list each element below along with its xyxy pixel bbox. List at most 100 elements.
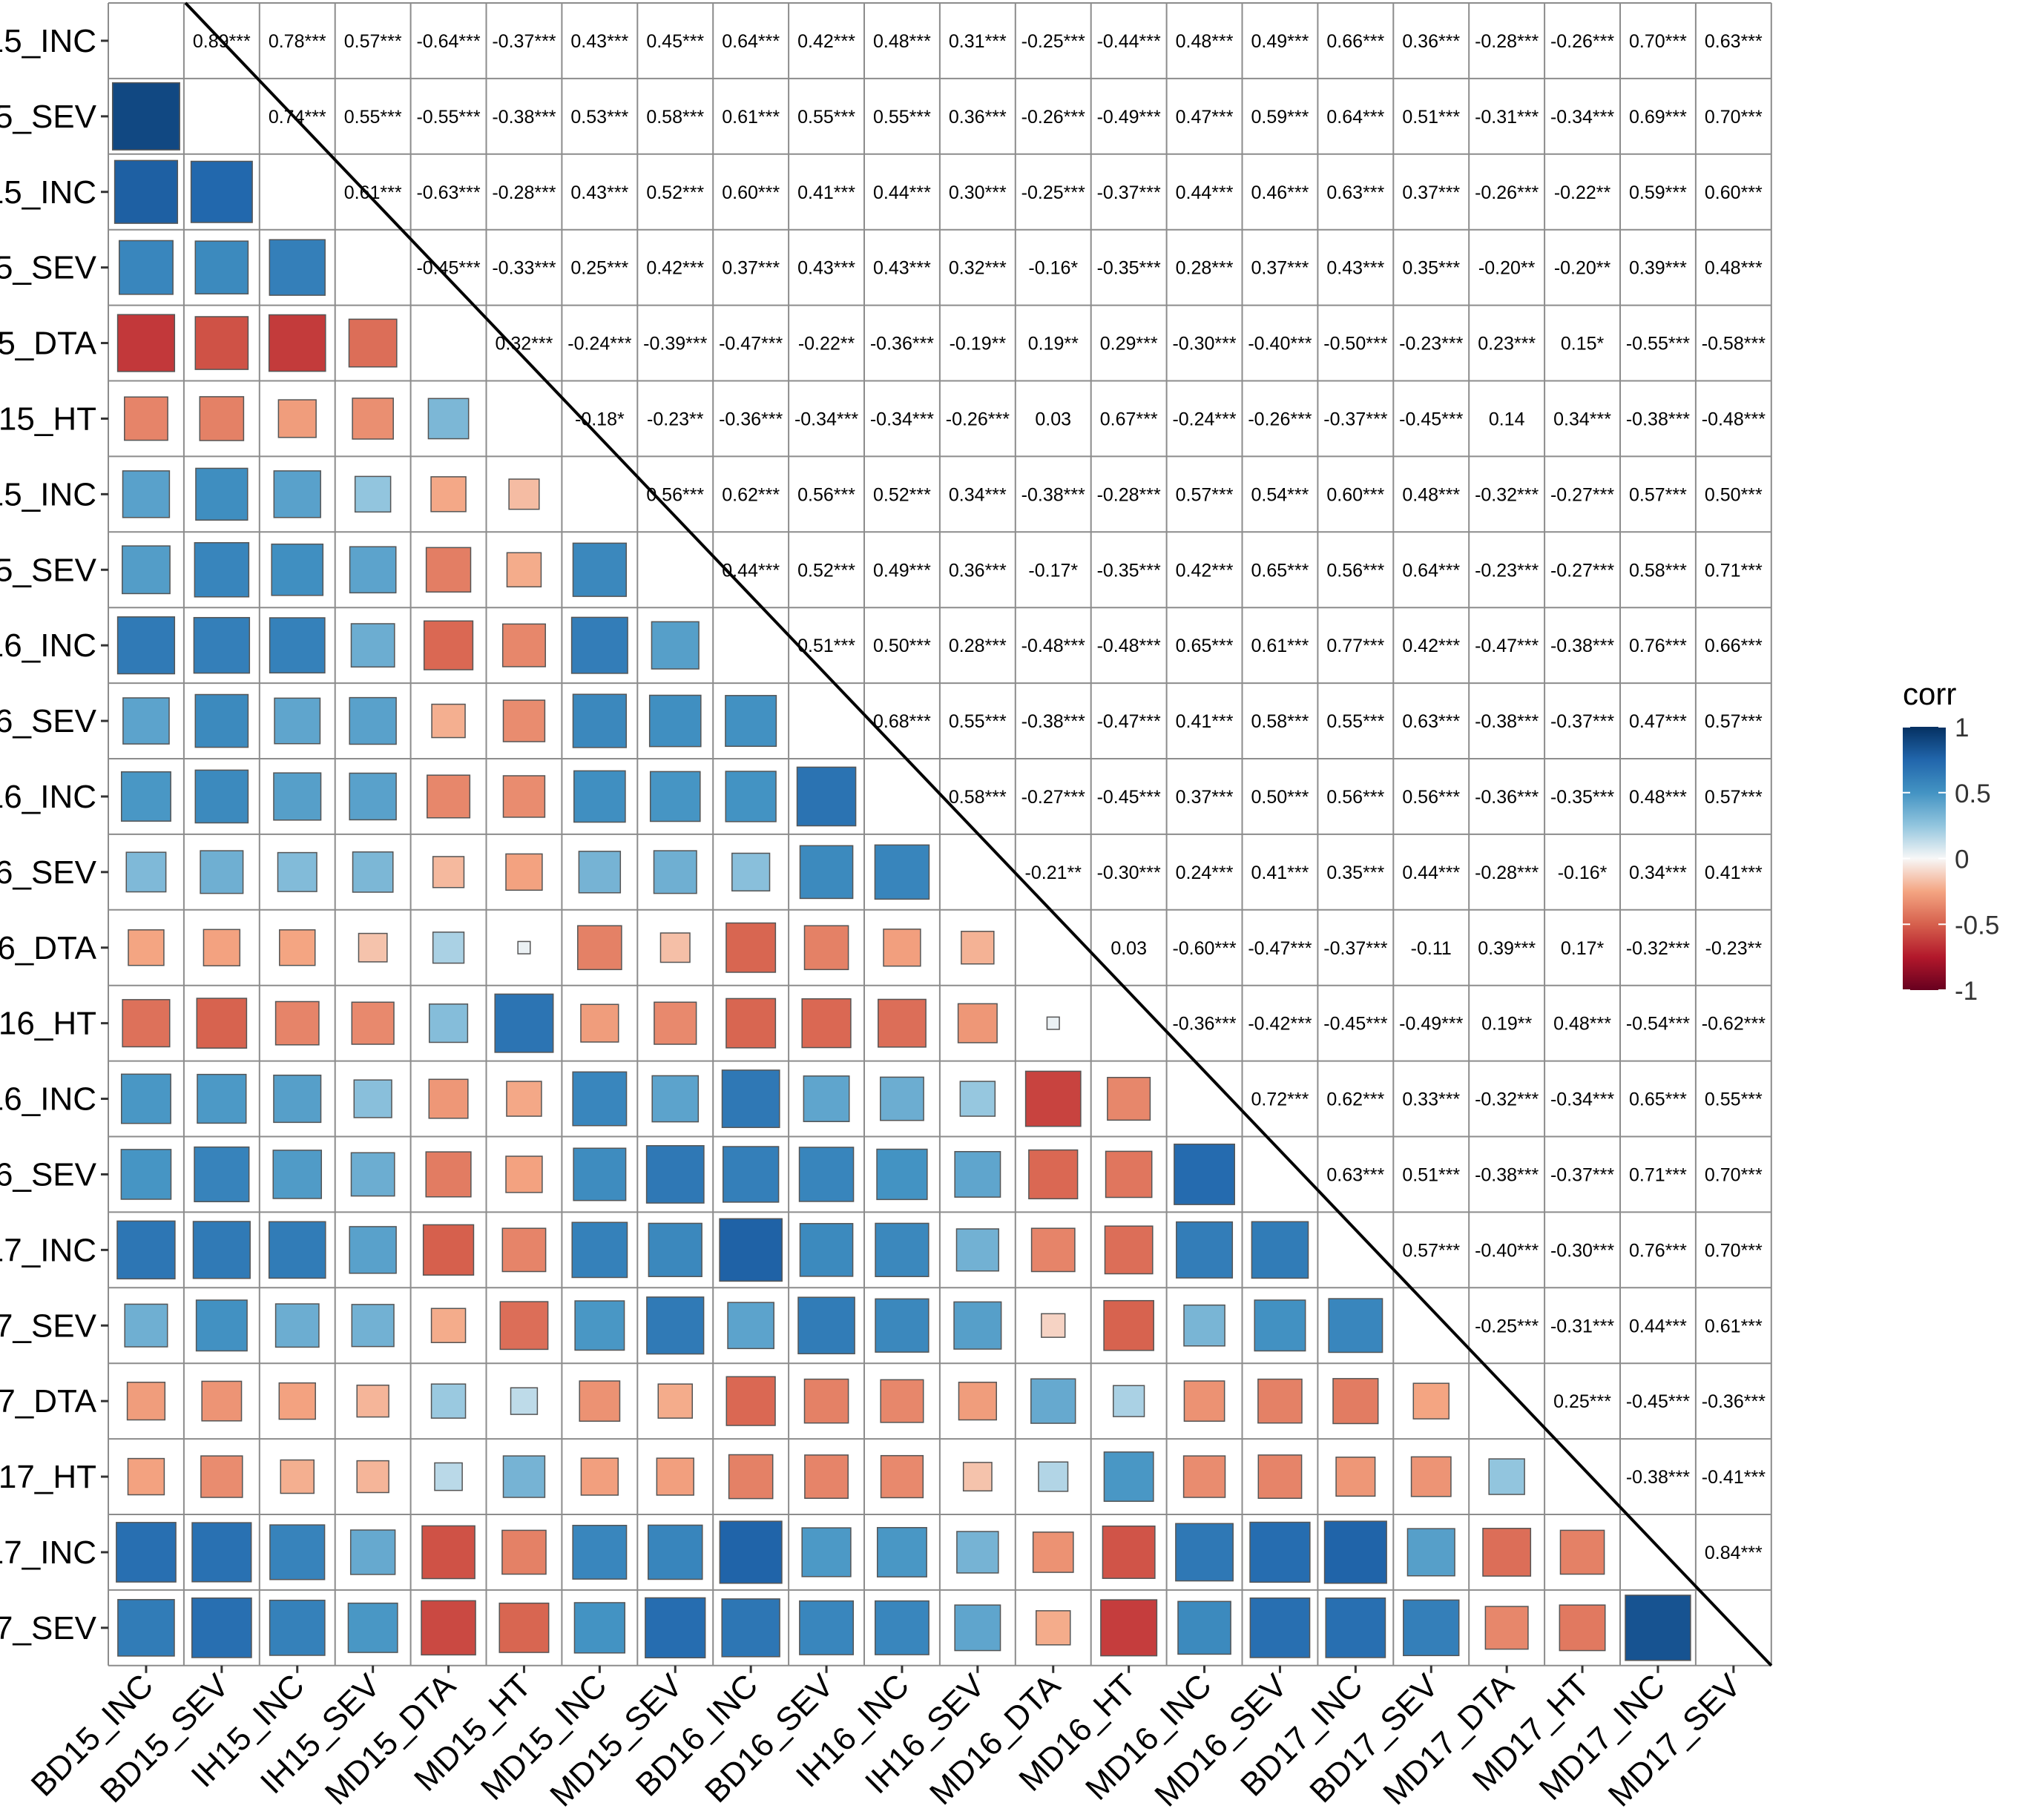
corr-square-MD15_INC-BD15_SEV bbox=[195, 467, 249, 521]
corr-square-MD17_INC-MD16_HT bbox=[1102, 1525, 1156, 1579]
corr-label-MD16_INC-MD17_DTA: -0.32*** bbox=[1475, 1089, 1539, 1110]
corr-label-IH16_INC-MD16_DTA: -0.27*** bbox=[1021, 787, 1085, 808]
corr-label-MD15_SEV-IH16_SEV: 0.36*** bbox=[949, 560, 1007, 581]
corr-label-MD16_HT-BD17_INC: -0.45*** bbox=[1323, 1014, 1387, 1035]
corr-square-MD16_DTA-MD15_DTA bbox=[432, 932, 465, 964]
corr-square-IH15_INC-BD15_SEV bbox=[190, 160, 253, 223]
corr-square-MD17_SEV-MD15_HT bbox=[499, 1602, 550, 1653]
corr-square-MD16_HT-MD15_SEV bbox=[654, 1001, 697, 1045]
corr-label-IH15_INC-BD17_SEV: 0.37*** bbox=[1402, 182, 1460, 203]
corr-label-BD17_SEV-MD17_HT: -0.31*** bbox=[1550, 1316, 1614, 1336]
corr-square-MD17_HT-IH15_SEV bbox=[356, 1460, 389, 1494]
corr-label-BD15_INC-MD17_INC: 0.70*** bbox=[1629, 31, 1687, 52]
corr-label-BD15_SEV-MD15_DTA: -0.55*** bbox=[416, 107, 480, 128]
corr-label-MD15_INC-BD17_INC: 0.60*** bbox=[1326, 484, 1384, 505]
corr-label-IH15_INC-BD17_INC: 0.63*** bbox=[1326, 182, 1384, 203]
corr-label-MD15_INC-MD16_DTA: -0.38*** bbox=[1021, 484, 1085, 505]
y-axis-label-MD16_SEV: MD16_SEV bbox=[0, 1156, 97, 1193]
corr-label-MD15_DTA-BD16_SEV: -0.22** bbox=[798, 334, 855, 355]
corr-square-MD17_HT-MD16_HT bbox=[1103, 1451, 1154, 1503]
corr-square-MD17_DTA-IH15_INC bbox=[278, 1382, 316, 1420]
corr-square-BD17_SEV-BD15_INC bbox=[124, 1303, 168, 1348]
corr-label-MD15_SEV-MD17_INC: 0.58*** bbox=[1629, 560, 1687, 581]
corr-label-MD16_SEV-MD17_SEV: 0.70*** bbox=[1705, 1164, 1763, 1185]
corr-square-MD16_SEV-MD16_INC bbox=[1174, 1144, 1235, 1205]
corr-square-MD17_SEV-IH16_SEV bbox=[954, 1604, 1001, 1652]
corr-square-MD17_INC-MD15_DTA bbox=[421, 1525, 476, 1580]
corr-label-MD16_DTA-BD17_SEV: -0.11 bbox=[1411, 938, 1452, 959]
corr-square-IH16_INC-BD16_INC bbox=[725, 771, 777, 822]
corr-square-BD15_SEV-BD15_INC bbox=[111, 82, 180, 151]
corr-square-IH16_SEV-IH15_INC bbox=[277, 851, 317, 892]
corr-square-MD15_DTA-BD15_INC bbox=[116, 314, 176, 372]
corr-label-IH15_INC-IH16_INC: 0.44*** bbox=[873, 182, 931, 203]
corr-label-MD16_HT-MD17_DTA: 0.19** bbox=[1481, 1014, 1532, 1035]
corr-label-MD16_INC-MD17_SEV: 0.55*** bbox=[1705, 1089, 1763, 1110]
corr-square-BD17_SEV-IH15_INC bbox=[274, 1303, 320, 1348]
y-axis-label-IH16_INC: IH16_INC bbox=[0, 779, 96, 815]
corr-label-BD15_INC-BD17_INC: 0.66*** bbox=[1326, 31, 1384, 52]
corr-square-MD16_DTA-IH15_SEV bbox=[358, 932, 388, 963]
corr-square-MD16_SEV-BD15_INC bbox=[120, 1149, 172, 1200]
corr-square-MD17_DTA-BD16_INC bbox=[725, 1376, 776, 1426]
corr-label-BD17_INC-BD17_SEV: 0.57*** bbox=[1402, 1240, 1460, 1261]
corr-square-MD16_SEV-BD15_SEV bbox=[194, 1146, 250, 1203]
corr-square-MD17_DTA-MD16_DTA bbox=[1030, 1378, 1076, 1424]
corr-square-MD17_DTA-BD17_SEV bbox=[1412, 1382, 1450, 1420]
corr-square-BD17_INC-IH16_SEV bbox=[955, 1228, 999, 1272]
corr-square-MD17_INC-BD17_SEV bbox=[1406, 1528, 1455, 1577]
corr-label-IH16_INC-MD16_SEV: 0.50*** bbox=[1251, 787, 1309, 808]
corr-label-BD16_SEV-MD17_SEV: 0.57*** bbox=[1705, 711, 1763, 732]
corr-square-BD17_INC-BD16_INC bbox=[719, 1218, 783, 1282]
grid bbox=[108, 2, 1772, 1666]
corr-square-MD17_INC-MD16_DTA bbox=[1032, 1531, 1074, 1573]
corr-square-MD17_SEV-IH15_SEV bbox=[347, 1602, 398, 1653]
corr-label-MD15_DTA-MD16_INC: -0.30*** bbox=[1172, 334, 1236, 355]
corr-label-MD15_SEV-BD17_INC: 0.56*** bbox=[1326, 560, 1384, 581]
corr-square-MD17_SEV-MD15_DTA bbox=[421, 1600, 476, 1656]
corr-square-MD15_HT-IH15_SEV bbox=[352, 398, 394, 440]
corr-label-BD15_INC-MD16_DTA: -0.25*** bbox=[1021, 31, 1085, 52]
corr-label-MD15_HT-MD16_SEV: -0.26*** bbox=[1248, 409, 1312, 429]
corr-square-BD17_INC-BD15_SEV bbox=[192, 1221, 251, 1279]
corr-label-BD16_INC-BD17_INC: 0.77*** bbox=[1326, 636, 1384, 656]
corr-label-MD16_DTA-MD17_SEV: -0.23** bbox=[1705, 938, 1763, 959]
corr-label-BD15_SEV-MD16_HT: -0.49*** bbox=[1097, 107, 1161, 128]
corr-label-BD16_SEV-MD16_DTA: -0.38*** bbox=[1021, 711, 1085, 732]
corr-square-BD17_INC-MD15_DTA bbox=[422, 1224, 475, 1276]
corr-square-MD16_DTA-BD15_INC bbox=[128, 929, 165, 966]
corr-label-IH16_INC-MD17_INC: 0.48*** bbox=[1629, 787, 1687, 808]
corr-label-MD16_DTA-MD17_HT: 0.17* bbox=[1561, 938, 1605, 959]
corr-label-MD15_DTA-MD16_DTA: 0.19** bbox=[1028, 334, 1079, 355]
corr-label-MD15_INC-IH16_INC: 0.52*** bbox=[873, 484, 931, 505]
corr-square-IH15_SEV-IH15_INC bbox=[269, 239, 326, 296]
corr-label-MD15_HT-IH16_INC: -0.34*** bbox=[870, 409, 934, 429]
corr-square-MD17_HT-MD15_INC bbox=[580, 1457, 619, 1496]
corr-square-MD16_HT-MD15_DTA bbox=[428, 1003, 469, 1043]
corr-label-MD16_SEV-MD17_DTA: -0.38*** bbox=[1475, 1164, 1539, 1185]
corr-square-BD17_INC-BD15_INC bbox=[116, 1220, 176, 1280]
corr-label-BD16_SEV-MD17_INC: 0.47*** bbox=[1629, 711, 1687, 732]
corr-square-MD16_HT-BD15_INC bbox=[122, 999, 171, 1048]
corr-square-MD16_INC-IH15_SEV bbox=[353, 1079, 392, 1118]
corr-square-MD16_INC-MD15_HT bbox=[506, 1081, 542, 1117]
legend-tick-label: 1 bbox=[1955, 713, 1969, 742]
corr-label-IH15_SEV-MD15_INC: 0.25*** bbox=[570, 258, 628, 279]
corr-label-MD15_SEV-MD16_HT: -0.35*** bbox=[1097, 560, 1161, 581]
corr-label-MD15_HT-BD16_INC: -0.36*** bbox=[719, 409, 783, 429]
y-axis-label-BD17_SEV: BD17_SEV bbox=[0, 1308, 97, 1344]
corr-square-MD15_INC-BD15_INC bbox=[122, 470, 171, 518]
corr-square-MD17_INC-MD15_HT bbox=[501, 1529, 547, 1575]
corr-label-MD15_INC-BD16_SEV: 0.56*** bbox=[797, 484, 855, 505]
corr-square-MD17_DTA-IH16_SEV bbox=[958, 1382, 997, 1421]
corr-label-BD15_SEV-MD15_INC: 0.53*** bbox=[570, 107, 628, 128]
corr-label-MD15_INC-IH16_SEV: 0.34*** bbox=[949, 484, 1007, 505]
corr-square-IH16_SEV-MD15_INC bbox=[578, 851, 622, 894]
corr-label-BD15_INC-MD15_SEV: 0.45*** bbox=[646, 31, 704, 52]
corr-square-MD16_INC-BD16_SEV bbox=[803, 1075, 850, 1123]
corr-label-BD15_SEV-MD17_INC: 0.69*** bbox=[1629, 107, 1687, 128]
corr-square-IH16_INC-BD15_SEV bbox=[194, 769, 249, 824]
corr-label-MD15_INC-BD16_INC: 0.62*** bbox=[722, 484, 780, 505]
y-axis-label-BD16_INC: BD16_INC bbox=[0, 627, 96, 664]
corr-label-MD17_HT-MD17_SEV: -0.41*** bbox=[1702, 1467, 1766, 1488]
